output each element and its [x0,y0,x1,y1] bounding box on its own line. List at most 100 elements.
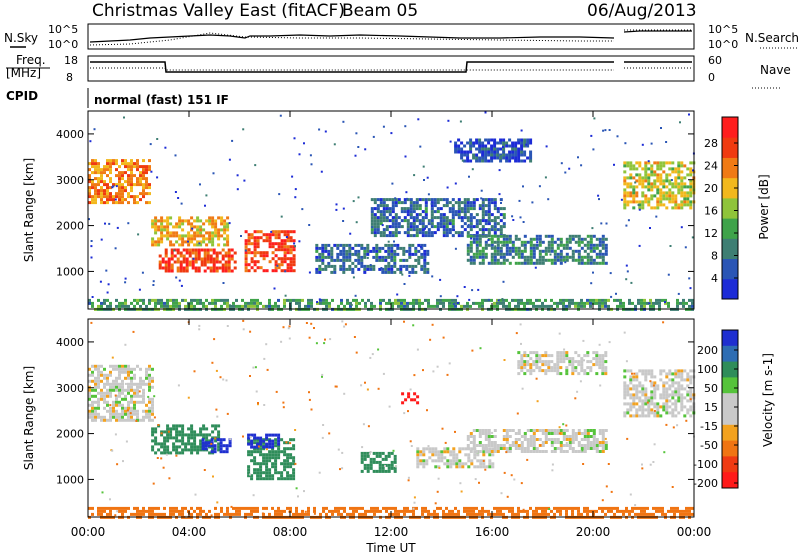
power-echo-cell [191,227,194,230]
power-echo-cell [108,222,111,225]
velocity-echo-cell [133,376,136,380]
velocity-echo-cell [364,381,366,384]
power-echo-cell [293,242,296,245]
power-echo-cell [364,301,367,305]
velocity-echo-cell [626,384,630,388]
power-echo-cell [586,252,590,256]
velocity-echo-cell [91,400,94,404]
power-echo-cell [247,263,251,267]
velocity-echo-cell [638,408,642,412]
velocity-echo-cell [595,444,599,447]
power-echo-cell [628,298,631,302]
velocity-echo-cell [484,435,488,438]
power-echo-cell [577,261,581,265]
velocity-echo-cell [230,505,233,508]
velocity-echo-cell [318,471,321,474]
power-echo-cell [203,248,207,252]
velocity-echo-cell [674,375,678,379]
power-echo-cell [472,237,476,241]
velocity-echo-cell [88,403,91,407]
power-echo-cell [289,251,293,255]
velocity-echo-cell [97,376,100,380]
power-echo-cell [277,304,280,308]
power-echo-cell [662,197,666,201]
power-echo-cell [469,219,473,223]
velocity-echo-cell [214,424,218,428]
velocity-echo-cell [631,372,633,375]
power-echo-cell [514,252,518,256]
velocity-echo-cell [225,450,229,454]
power-echo-cell [644,161,648,165]
power-echo-cell [668,200,672,204]
power-echo-cell [472,141,476,145]
power-echo-cell [214,231,218,235]
velocity-echo-cell [184,445,188,449]
velocity-echo-cell [268,477,272,481]
power-echo-cell [366,256,369,259]
velocity-echo-cell [601,372,605,376]
velocity-echo-cell [653,393,657,397]
power-echo-cell [291,175,294,178]
power-echo-cell [689,182,693,186]
power-echo-cell [175,231,179,235]
power-echo-cell [411,264,415,268]
velocity-echo-cell [371,353,374,356]
power-echo-cell [457,207,461,211]
power-echo-cell [638,206,642,210]
velocity-echo-cell [362,423,365,426]
power-echo-cell [259,251,263,255]
power-echo-cell [190,237,194,241]
power-echo-cell [318,270,322,274]
power-echo-cell [169,216,173,220]
velocity-echo-cell [366,466,370,470]
power-echo-cell [160,301,163,305]
velocity-echo-cell [214,439,218,443]
power-echo-cell [360,243,364,247]
velocity-echo-cell [650,381,654,385]
velocity-echo-cell [514,438,518,441]
power-echo-cell [502,147,506,151]
velocity-echo-cell [592,363,596,367]
velocity-echo-cell [259,468,263,472]
velocity-echo-cell [256,477,260,481]
velocity-echo-cell [91,419,94,422]
power-echo-cell [532,255,536,259]
power-echo-cell [133,195,136,199]
power-echo-cell [403,210,407,214]
velocity-echo-cell [274,509,277,513]
velocity-echo-cell [395,465,398,468]
power-echo-cell [176,269,180,273]
velocity-echo-cell [103,373,106,377]
velocity-echo-cell [190,424,194,428]
power-echo-cell [427,234,431,238]
velocity-echo-cell [635,384,639,388]
power-echo-cell [457,234,461,238]
power-echo-cell [538,261,542,265]
velocity-echo-cell [94,418,97,422]
power-echo-cell [247,304,250,308]
velocity-echo-cell [625,360,628,363]
velocity-echo-cell [478,432,482,435]
power-echo-cell [424,231,428,235]
velocity-echo-cell [598,444,602,447]
velocity-echo-cell [604,512,607,516]
velocity-echo-cell [571,357,575,361]
power-echo-cell [644,167,648,171]
velocity-echo-cell [580,444,584,447]
power-echo-cell [499,252,503,256]
velocity-echo-cell [559,432,563,435]
power-echo-cell [385,228,389,232]
velocity-echo-cell [151,403,154,407]
power-echo-cell [682,304,685,308]
power-echo-cell [454,201,458,205]
power-echo-cell [169,234,173,238]
power-echo-cell [454,231,458,235]
power-echo-cell [127,304,130,308]
velocity-echo-cell [623,414,627,418]
power-echo-cell [517,141,521,145]
velocity-echo-cell [280,450,284,454]
velocity-echo-cell [121,388,124,392]
velocity-echo-cell [547,354,551,358]
velocity-echo-cell [103,506,106,510]
power-echo-cell [308,224,311,226]
